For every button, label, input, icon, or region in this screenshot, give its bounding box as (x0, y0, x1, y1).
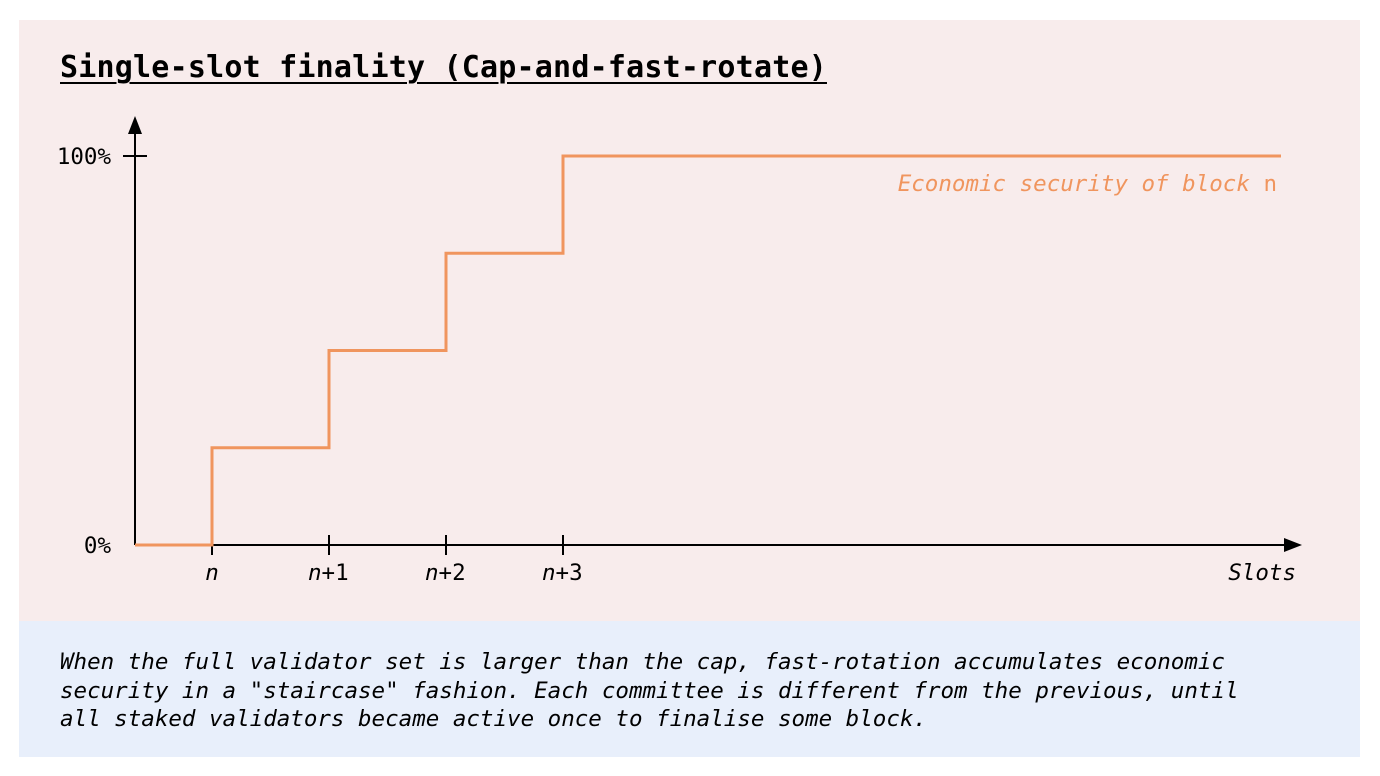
x-tick-label-var: n (425, 560, 439, 586)
caption-panel (19, 621, 1360, 757)
x-tick-label-offset: +2 (439, 560, 466, 586)
series-label-text: Economic security of block (898, 171, 1264, 197)
tick-labels: n n+1 n+2 n+30%100% (57, 144, 583, 586)
x-tick-label: n+3 (542, 560, 583, 586)
series-label: Economic security of block n (898, 171, 1277, 197)
x-tick-label: n+1 (308, 560, 349, 586)
x-tick-label-var: n (205, 560, 219, 586)
x-tick-label: n+2 (425, 560, 466, 586)
x-axis-label: Slots (1228, 560, 1296, 586)
y-tick-label: 0% (84, 533, 112, 559)
chart-panel (19, 20, 1360, 621)
x-tick-label-offset: +1 (322, 560, 349, 586)
x-tick-label: n (205, 560, 219, 586)
x-tick-label-var: n (542, 560, 556, 586)
caption-text: When the full validator set is larger th… (60, 649, 1239, 732)
y-tick-label: 100% (57, 144, 112, 170)
axes (123, 116, 1302, 552)
x-tick-label-var: n (308, 560, 322, 586)
y-axis-arrow-icon (128, 116, 142, 134)
x-axis-arrow-icon (1284, 538, 1302, 552)
chart-title: Single-slot finality (Cap-and-fast-rotat… (60, 50, 827, 85)
series-label-var: n (1263, 171, 1277, 197)
series-line-economic-security (135, 154, 1281, 547)
x-tick-label-offset: +3 (556, 560, 583, 586)
